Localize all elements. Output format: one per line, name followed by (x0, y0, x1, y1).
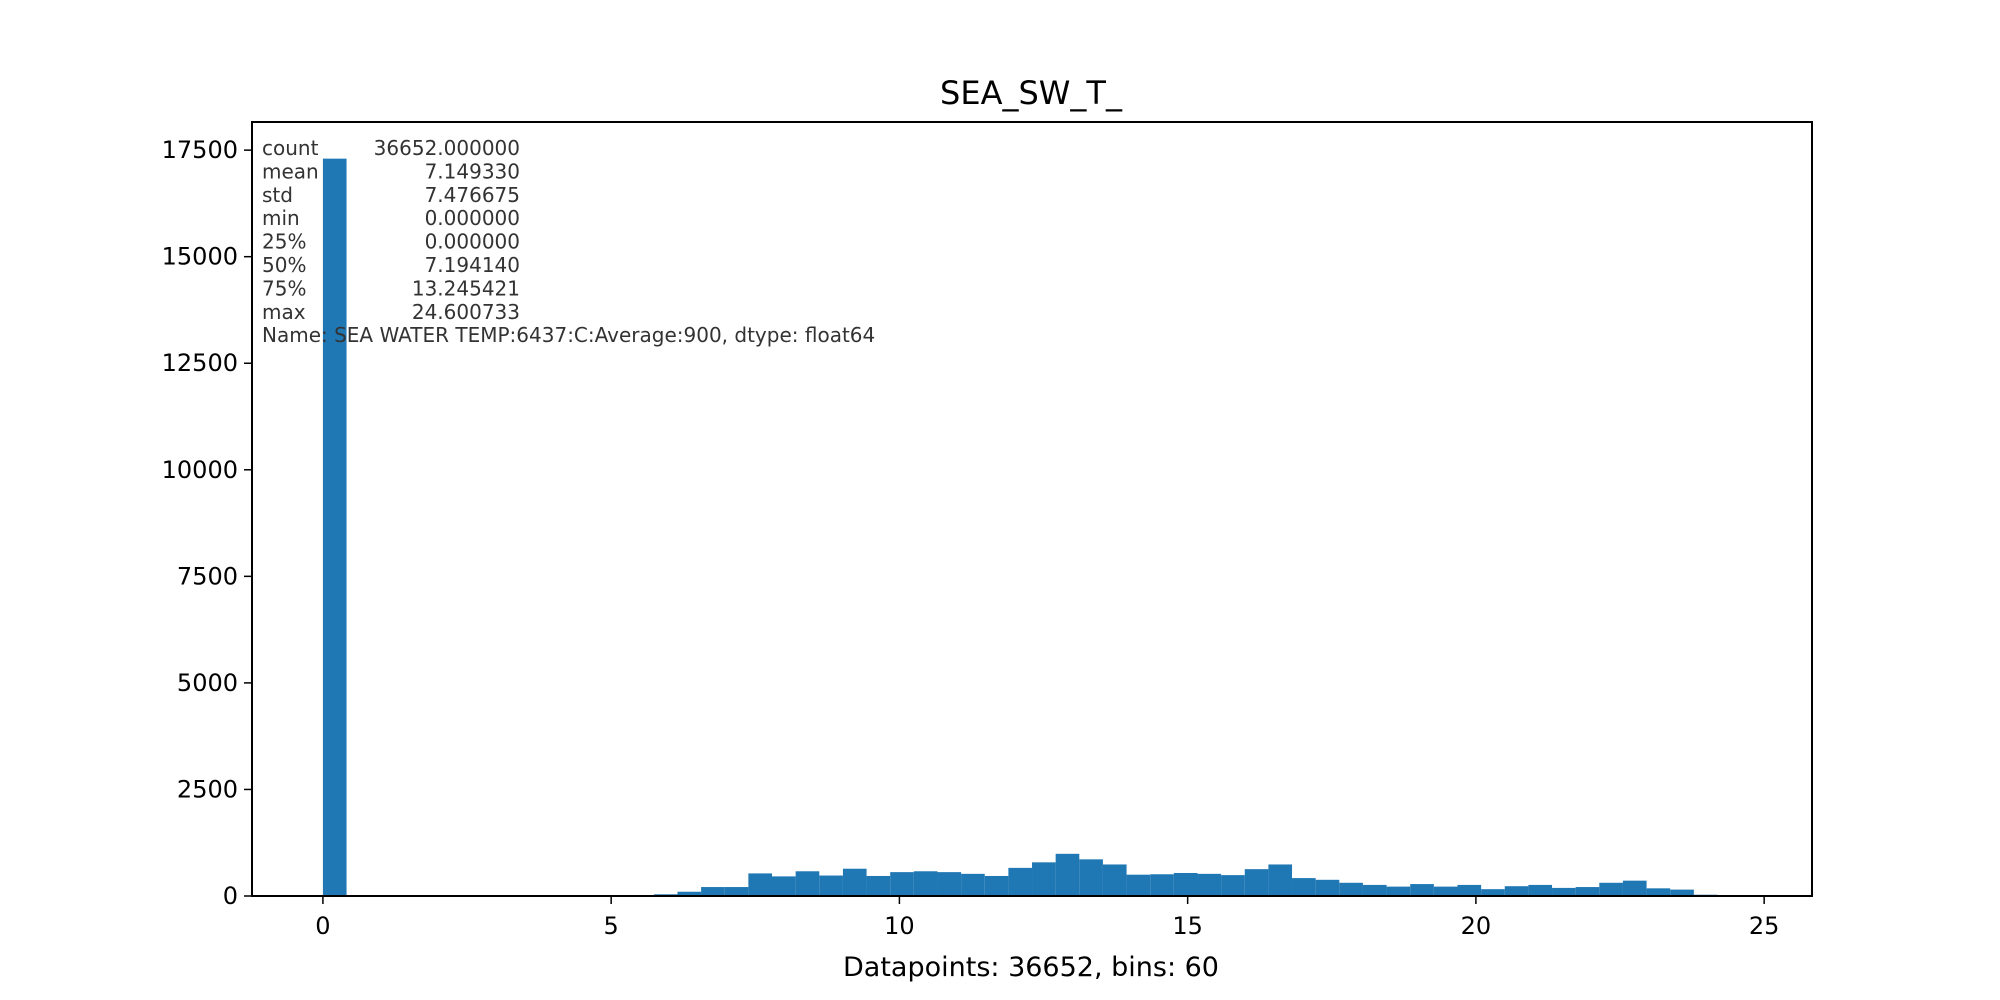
histogram-bar (1268, 864, 1293, 896)
histogram-bar (984, 875, 1009, 896)
histogram-bar (819, 875, 843, 896)
histogram-bar (1102, 864, 1127, 896)
histogram-bar (1339, 882, 1363, 896)
histogram-bar (1244, 869, 1269, 896)
stat-key: min (262, 206, 300, 230)
histogram-bar (1221, 875, 1245, 896)
histogram-bar (1457, 884, 1482, 896)
x-axis: 0 5 10 15 20 25 (315, 896, 1779, 940)
histogram-bar (1552, 887, 1576, 896)
y-axis: 0 2500 5000 7500 10000 12500 15000 17500 (162, 136, 252, 910)
histogram-bar (1410, 884, 1434, 896)
y-tick-label: 7500 (177, 562, 238, 590)
y-tick-label: 5000 (177, 669, 238, 697)
x-tick-label: 0 (315, 912, 330, 940)
stat-value: 13.245421 (412, 276, 520, 300)
histogram-bar (1315, 879, 1340, 896)
stat-key: max (262, 300, 306, 324)
histogram-bar (890, 872, 914, 896)
histogram-bar (1386, 886, 1411, 896)
histogram-bar (1599, 882, 1623, 896)
stat-key: 75% (262, 276, 306, 300)
histogram-bar (937, 872, 962, 896)
histogram-bar (748, 873, 773, 896)
histogram-bar (1008, 867, 1033, 896)
histogram-bar (701, 887, 725, 896)
histogram-bar (1032, 862, 1056, 896)
histogram-bar (1646, 888, 1671, 896)
stat-footer: Name: SEA WATER TEMP:6437:C:Average:900,… (262, 323, 875, 347)
histogram-bar (1528, 884, 1553, 896)
y-tick-label: 0 (223, 882, 238, 910)
histogram-bar (1126, 874, 1151, 896)
stat-key: 50% (262, 253, 306, 277)
histogram-bar (1173, 872, 1198, 896)
histogram-bar (1670, 889, 1694, 896)
stat-key: count (262, 136, 319, 160)
y-tick-label: 2500 (177, 775, 238, 803)
stat-value: 0.000000 (425, 206, 520, 230)
histogram-bar (866, 875, 891, 896)
y-tick-label: 15000 (162, 243, 238, 271)
histogram-bar (1197, 873, 1222, 896)
histogram-bar (1150, 874, 1174, 896)
stat-key: std (262, 183, 293, 207)
histogram-bar (1079, 859, 1103, 896)
x-tick-label: 25 (1749, 912, 1780, 940)
y-tick-label: 12500 (162, 349, 238, 377)
stat-key: mean (262, 159, 319, 183)
histogram-bar (772, 876, 796, 896)
stat-value: 36652.000000 (374, 136, 520, 160)
histogram-bar (322, 158, 347, 897)
histogram-bars (322, 158, 1742, 897)
stat-value: 24.600733 (412, 300, 520, 324)
statistics-annotation: count 36652.000000 mean 7.149330 std 7.476675… (262, 136, 875, 347)
stat-key: 25% (262, 230, 306, 254)
histogram-bar (724, 887, 749, 896)
x-axis-label: Datapoints: 36652, bins: 60 (843, 952, 1219, 983)
histogram-bar (1575, 887, 1600, 896)
plot-frame (251, 121, 1813, 897)
histogram-bar (842, 868, 867, 896)
y-tick-label: 10000 (162, 456, 238, 484)
stat-value: 7.194140 (425, 253, 520, 277)
x-tick-label: 5 (604, 912, 619, 940)
x-tick-label: 10 (884, 912, 915, 940)
x-tick-label: 20 (1461, 912, 1492, 940)
stat-value: 0.000000 (425, 230, 520, 254)
histogram-bar (1292, 878, 1316, 896)
x-tick-label: 15 (1172, 912, 1203, 940)
histogram-bar (1622, 880, 1647, 896)
histogram-bar (1433, 886, 1458, 896)
histogram-bar (795, 871, 820, 896)
histogram-bar (913, 871, 938, 896)
histogram-bar (1504, 886, 1529, 896)
histogram-bar (677, 891, 702, 896)
y-tick-label: 17500 (162, 136, 238, 164)
stat-value: 7.149330 (425, 159, 520, 183)
histogram-bar (1481, 889, 1505, 896)
stat-value: 7.476675 (425, 183, 520, 207)
chart-title: SEA_SW_T_ (940, 74, 1123, 112)
histogram-bar (961, 873, 985, 896)
histogram-bar (1055, 853, 1080, 896)
histogram-bar (1362, 884, 1387, 896)
